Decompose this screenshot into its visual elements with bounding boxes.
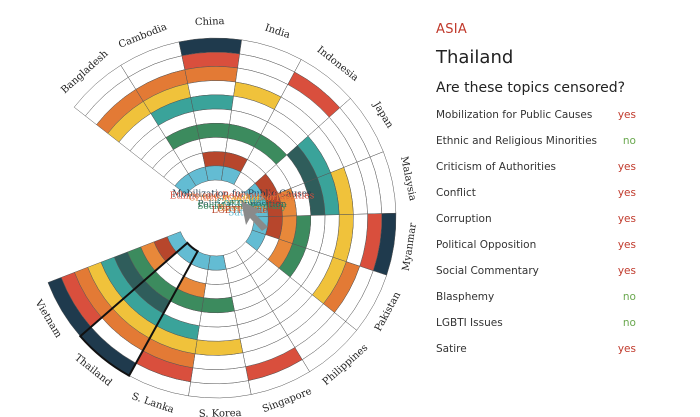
country-label[interactable]: Japan [370,99,395,131]
country-detail-panel: ASIA Thailand Are these topics censored?… [436,0,700,417]
topic-label: Ethnic and Religious Minorities [436,135,598,147]
cell-china-5[interactable] [193,108,232,126]
cell-s-korea-7[interactable] [203,282,233,299]
topic-label: Conflict [436,187,476,199]
cell-s-korea-8[interactable] [205,268,230,285]
topic-ring-label: Satire [228,208,256,218]
topic-label: Social Commentary [436,265,539,277]
answer-value: yes [617,343,636,355]
answer-value: yes [617,213,636,225]
cell-china-7[interactable] [199,137,228,154]
cursor-arrow-icon [241,201,268,231]
answer-row: Criticism of Authorities yes [436,155,636,181]
answer-row: Social Commentary yes [436,259,636,285]
answer-row: Corruption yes [436,207,636,233]
cell-s-korea-5[interactable] [199,310,238,328]
topic-ring-label: Conflict [224,196,260,206]
answer-row: Ethnic and Religious Minorities no [436,129,636,155]
answer-value: no [622,135,636,147]
answer-row: Political Opposition yes [436,233,636,259]
topic-ring-label: Mobilization for Public Causes [172,189,312,199]
topic-label: LGBTI Issues [436,317,503,329]
answer-value: yes [617,265,636,277]
country-label[interactable]: S. Korea [199,408,242,417]
cell-s-korea-9[interactable] [207,254,227,271]
answer-list: Mobilization for Public Causes yes Ethnic… [436,103,636,363]
answer-value: yes [617,239,636,251]
answer-value: no [622,291,636,303]
country-label[interactable]: China [195,16,225,28]
region-label: ASIA [436,22,468,37]
answer-value: yes [617,187,636,199]
topic-label: Political Opposition [436,239,537,251]
country-label[interactable]: Malaysia [398,155,418,202]
cell-china-8[interactable] [202,151,226,168]
selected-country-outline [78,241,200,377]
answer-row: Satire yes [436,337,636,363]
topic-ring-label: Ethnic and Religious Minorities [170,192,315,202]
answer-row: Conflict yes [436,181,636,207]
topic-label: Criticism of Authorities [436,161,557,173]
cell-china-6[interactable] [196,122,230,140]
country-label[interactable]: S. Lanka [130,391,175,416]
topic-ring-label: Criticism of Authorities [189,194,296,204]
topic-ring-label: LGBTI Issues [212,206,273,216]
answer-row: Blasphemy no [436,285,636,311]
country-title: Thailand [436,47,514,68]
topic-label: Corruption [436,213,492,225]
cell-china-9[interactable] [204,165,224,182]
country-label[interactable]: Myanmar [401,222,419,272]
answer-value: no [622,317,636,329]
answer-row: LGBTI Issues no [436,311,636,337]
country-label[interactable]: India [263,23,291,42]
country-label[interactable]: Singapore [261,386,313,415]
topic-label: Blasphemy [436,291,495,303]
question-heading: Are these topics censored? [436,80,626,96]
answer-row: Mobilization for Public Causes yes [436,103,636,129]
topic-label: Mobilization for Public Causes [436,109,593,121]
topic-label: Satire [436,343,467,355]
answer-value: yes [617,161,636,173]
answer-value: yes [617,109,636,121]
cell-s-korea-4[interactable] [196,324,241,342]
topic-ring-label: Blasphemy [217,204,268,214]
cell-s-korea-6[interactable] [201,296,235,314]
